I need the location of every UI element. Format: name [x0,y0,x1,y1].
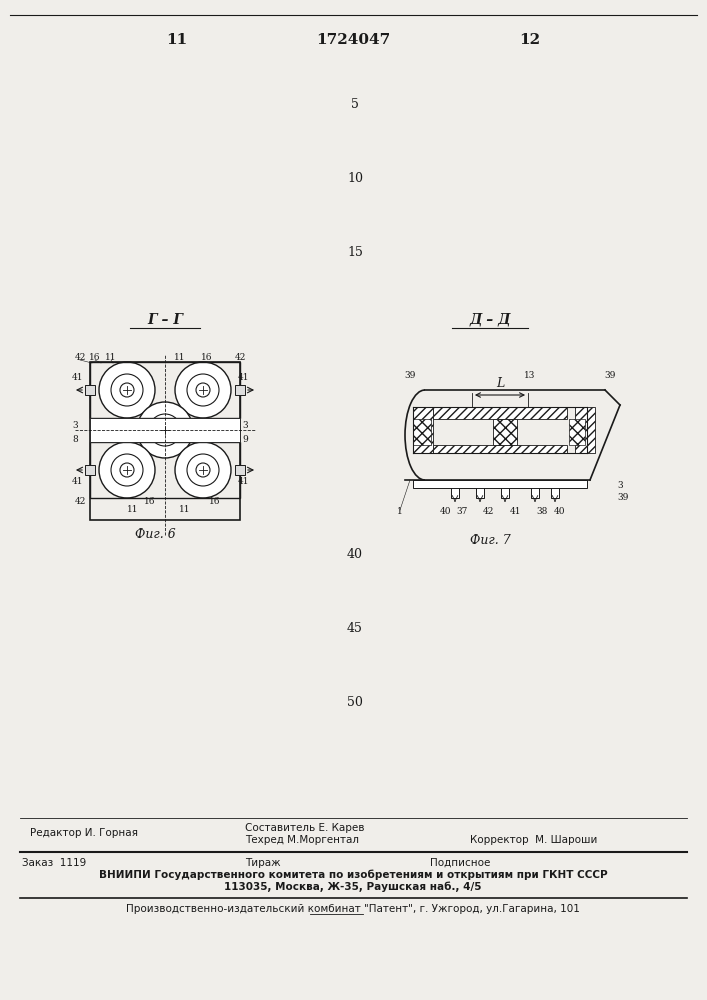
Text: Техред М.Моргентал: Техред М.Моргентал [245,835,359,845]
Bar [413,407,433,453]
Text: Фиг. 6: Фиг. 6 [134,528,175,542]
Bar [569,419,585,445]
Text: 11: 11 [166,33,187,47]
Text: Д – Д: Д – Д [469,313,510,327]
Text: 12: 12 [520,33,541,47]
Text: 41: 41 [509,508,521,516]
Text: 16: 16 [201,354,213,362]
Bar [575,407,595,453]
Text: 50: 50 [347,696,363,708]
Text: 40: 40 [554,508,566,516]
Bar [235,465,245,475]
Bar [433,407,567,419]
Text: 16: 16 [89,354,101,362]
Text: 37: 37 [456,508,468,516]
Text: 10: 10 [347,172,363,184]
Bar [235,385,245,395]
Text: Фиг. 7: Фиг. 7 [469,534,510,546]
Bar [476,480,484,498]
Text: 42: 42 [234,354,246,362]
Bar [413,480,587,488]
Text: 3: 3 [243,420,248,430]
Circle shape [149,414,181,446]
Text: 41: 41 [71,478,83,487]
Text: Составитель Е. Карев: Составитель Е. Карев [245,823,365,833]
Text: L: L [496,377,504,390]
Text: 1: 1 [397,508,403,516]
Circle shape [196,463,210,477]
Text: 15: 15 [347,245,363,258]
Text: Тираж: Тираж [245,858,281,868]
Text: Подписное: Подписное [430,858,491,868]
Text: Редактор И. Горная: Редактор И. Горная [30,828,138,838]
Text: 13: 13 [525,370,536,379]
Text: 39: 39 [604,370,616,379]
Circle shape [158,423,172,437]
Text: Г – Г: Г – Г [147,313,183,327]
Text: 113035, Москва, Ж-35, Раушская наб., 4/5: 113035, Москва, Ж-35, Раушская наб., 4/5 [224,882,481,892]
Text: 39: 39 [404,370,416,379]
Circle shape [120,383,134,397]
Text: Корректор  М. Шароши: Корректор М. Шароши [470,835,597,845]
Text: 11: 11 [127,506,139,514]
Bar [551,480,559,498]
Text: 41: 41 [238,373,249,382]
Text: 16: 16 [209,497,221,506]
Circle shape [187,374,219,406]
Text: 11: 11 [105,354,117,362]
Circle shape [137,402,193,458]
Text: 39: 39 [617,493,629,502]
Text: Производственно-издательский комбинат "Патент", г. Ужгород, ул.Гагарина, 101: Производственно-издательский комбинат "П… [126,904,580,914]
Bar [90,362,240,418]
Text: 42: 42 [74,497,86,506]
Text: 3: 3 [617,481,623,489]
Circle shape [111,454,143,486]
Bar [493,419,517,445]
Text: 42: 42 [482,508,493,516]
Text: 42: 42 [74,354,86,362]
Text: 11: 11 [180,506,191,514]
Circle shape [187,454,219,486]
Text: 40: 40 [347,548,363,562]
Circle shape [196,383,210,397]
Text: 8: 8 [72,436,78,444]
Text: 11: 11 [174,354,186,362]
Bar [531,480,539,498]
Bar [90,418,240,442]
Bar [413,419,431,445]
Text: 5: 5 [351,99,359,111]
Bar [433,445,567,453]
Bar [85,385,95,395]
Text: Заказ  1119: Заказ 1119 [22,858,86,868]
Text: ВНИИПИ Государственного комитета по изобретениям и открытиям при ГКНТ СССР: ВНИИПИ Государственного комитета по изоб… [99,870,607,880]
Circle shape [175,362,231,418]
Text: 9: 9 [242,436,248,444]
Bar [501,480,509,498]
Text: 40: 40 [439,508,451,516]
Bar [90,442,240,498]
Text: 1724047: 1724047 [316,33,390,47]
Bar [451,480,459,498]
Text: 3: 3 [72,420,78,430]
Circle shape [175,442,231,498]
Text: 16: 16 [144,497,156,506]
Circle shape [99,362,155,418]
Bar [90,362,240,520]
Bar [85,465,95,475]
Circle shape [120,463,134,477]
Circle shape [99,442,155,498]
Text: 38: 38 [537,508,548,516]
Circle shape [111,374,143,406]
Text: 41: 41 [238,478,249,487]
Text: 45: 45 [347,621,363,635]
Text: 41: 41 [71,373,83,382]
